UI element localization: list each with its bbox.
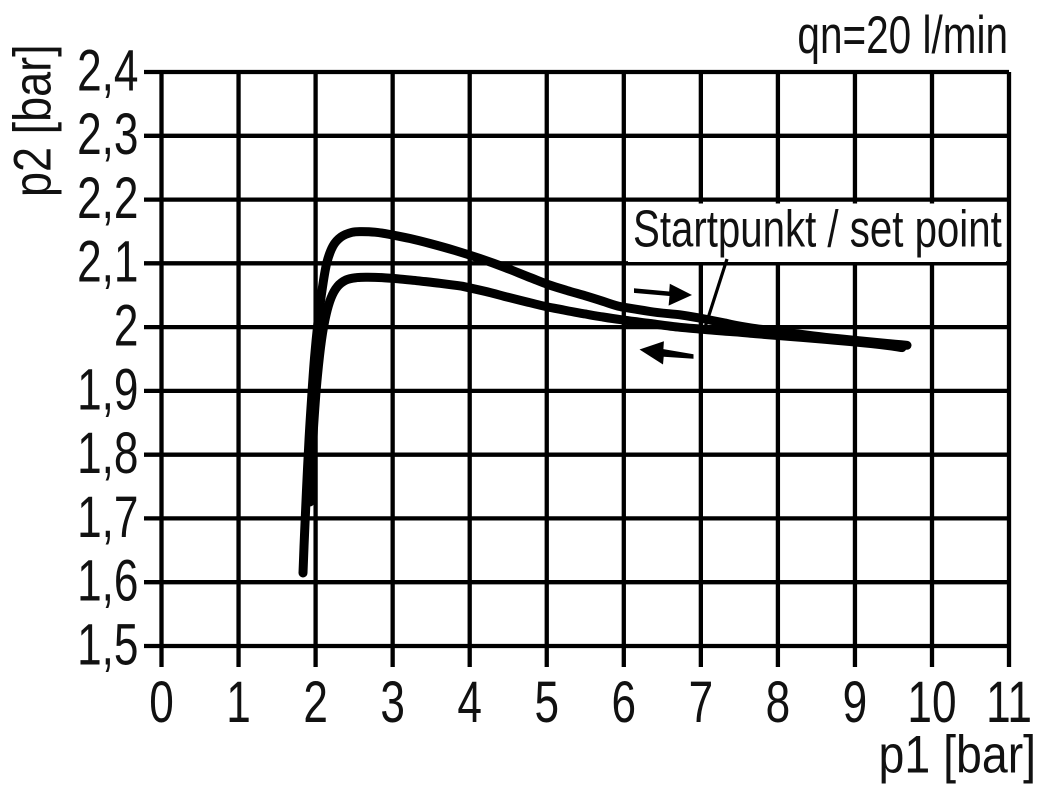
svg-text:8: 8: [766, 669, 791, 734]
svg-text:2: 2: [303, 669, 328, 734]
svg-text:11: 11: [986, 669, 1032, 734]
svg-text:p1 [bar]: p1 [bar]: [879, 725, 1037, 785]
svg-text:1,9: 1,9: [77, 356, 138, 421]
svg-text:Startpunkt / set point: Startpunkt / set point: [633, 200, 1002, 258]
svg-text:1: 1: [226, 669, 251, 734]
svg-text:5: 5: [534, 669, 559, 734]
svg-text:7: 7: [689, 669, 714, 734]
svg-text:0: 0: [149, 669, 174, 734]
svg-text:2: 2: [114, 292, 139, 357]
svg-text:1,6: 1,6: [77, 548, 138, 613]
svg-text:1,5: 1,5: [77, 611, 138, 676]
svg-text:1,7: 1,7: [77, 484, 138, 549]
svg-text:9: 9: [843, 669, 868, 734]
svg-text:qn=20 l/min: qn=20 l/min: [797, 6, 1008, 64]
svg-text:2,4: 2,4: [77, 37, 138, 102]
svg-text:6: 6: [612, 669, 637, 734]
svg-text:3: 3: [380, 669, 405, 734]
svg-text:10: 10: [907, 669, 956, 734]
svg-text:4: 4: [457, 669, 482, 734]
svg-text:2,2: 2,2: [77, 165, 138, 230]
svg-text:p2 [bar]: p2 [bar]: [3, 44, 62, 197]
svg-text:2,3: 2,3: [77, 101, 138, 166]
svg-text:1,8: 1,8: [77, 420, 138, 485]
svg-text:2,1: 2,1: [77, 229, 138, 294]
